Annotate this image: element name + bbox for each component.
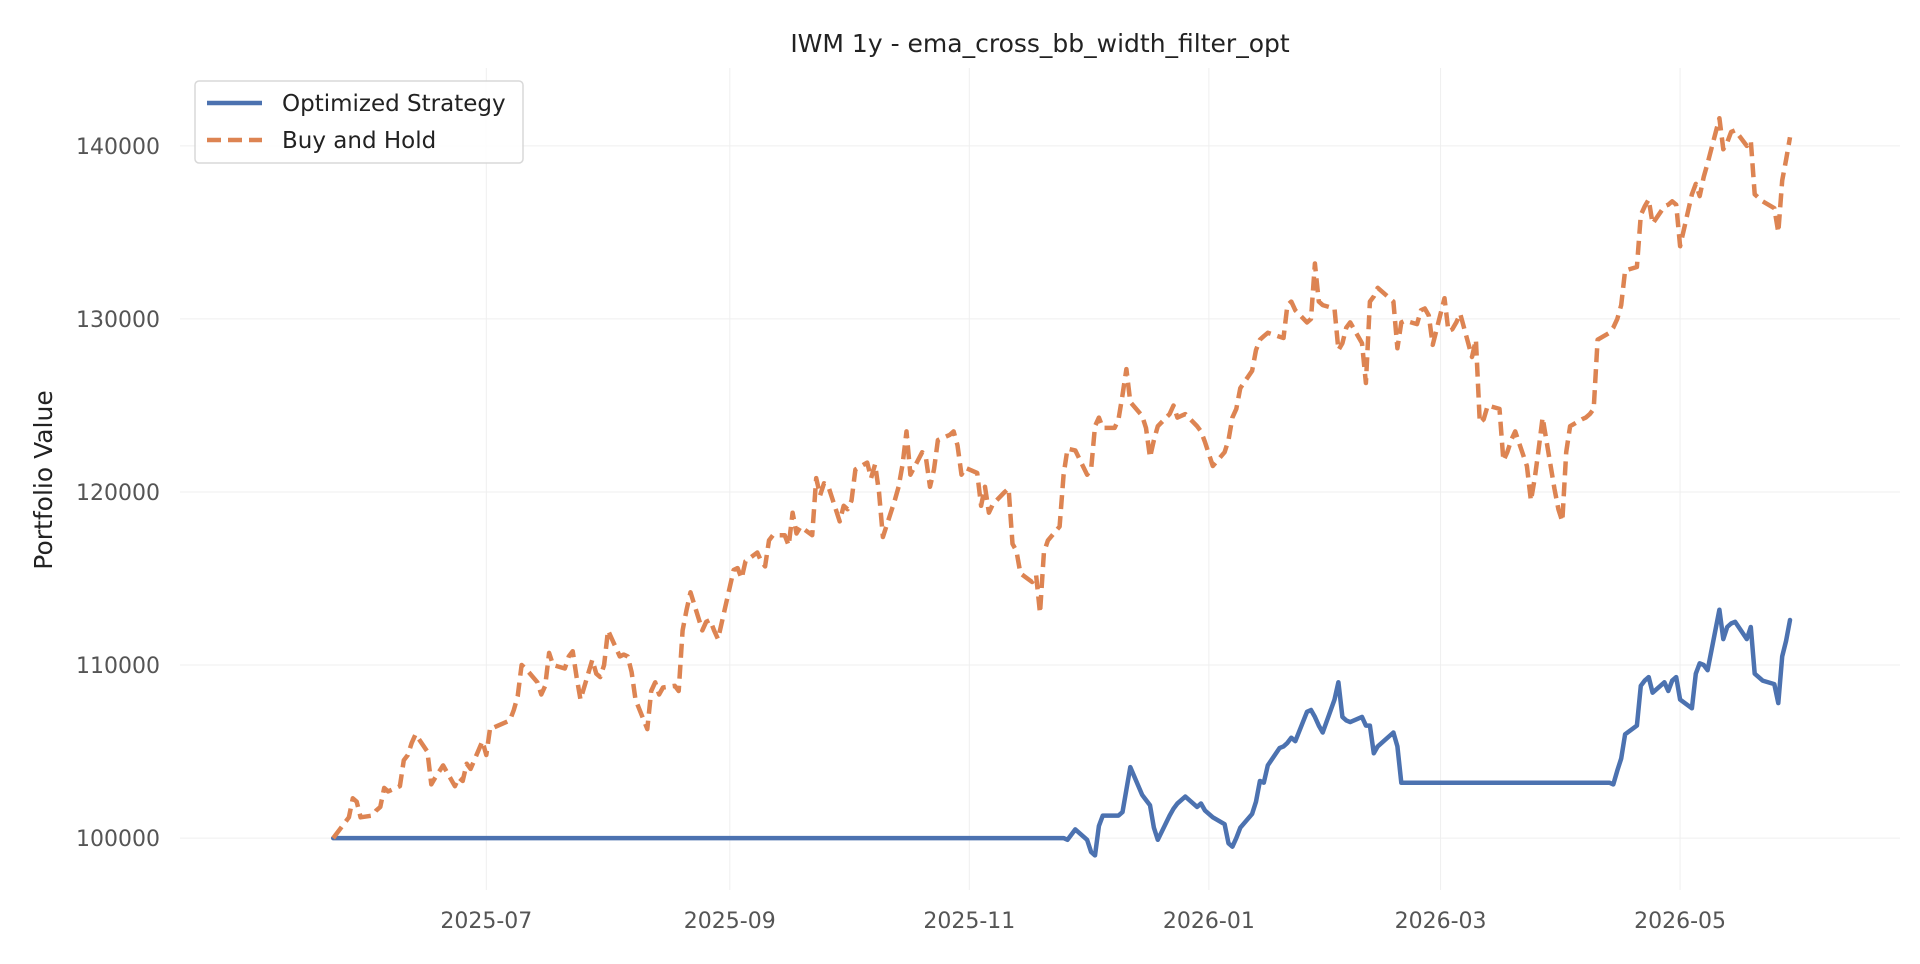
y-axis-label: Portfolio Value xyxy=(29,390,58,569)
x-tick-label: 2025-07 xyxy=(440,909,532,934)
legend-label-buy-and-hold: Buy and Hold xyxy=(282,128,436,154)
y-tick-label: 120000 xyxy=(76,481,160,506)
x-tick-label: 2025-11 xyxy=(923,909,1015,934)
legend-frame xyxy=(194,80,524,164)
y-tick-label: 140000 xyxy=(76,135,160,160)
y-tick-label: 110000 xyxy=(76,654,160,679)
series-layer xyxy=(330,115,1793,858)
tick-layer: 2025-07 2025-09 2025-11 2026-01 2026-03 2026-… xyxy=(76,135,1726,934)
y-tick-label: 130000 xyxy=(76,308,160,333)
x-tick-label: 2025-09 xyxy=(684,909,776,934)
x-tick-label: 2026-03 xyxy=(1395,909,1487,934)
legend: Optimized Strategy Buy and Hold xyxy=(194,80,524,164)
grid-layer xyxy=(180,68,1900,890)
y-tick-label: 100000 xyxy=(76,827,160,852)
x-tick-label: 2026-05 xyxy=(1634,909,1726,934)
series-line-optimized-strategy xyxy=(330,607,1793,858)
x-tick-label: 2026-01 xyxy=(1163,909,1255,934)
chart-title: IWM 1y - ema_cross_bb_width_filter_opt xyxy=(790,29,1290,58)
legend-label-optimized-strategy: Optimized Strategy xyxy=(282,91,506,117)
series-line-buy-and-hold xyxy=(331,115,1793,840)
